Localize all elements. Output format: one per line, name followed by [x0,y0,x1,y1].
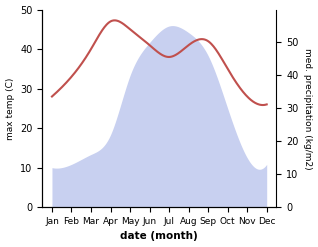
Y-axis label: med. precipitation (kg/m2): med. precipitation (kg/m2) [303,48,313,169]
X-axis label: date (month): date (month) [121,231,198,242]
Y-axis label: max temp (C): max temp (C) [5,77,15,140]
